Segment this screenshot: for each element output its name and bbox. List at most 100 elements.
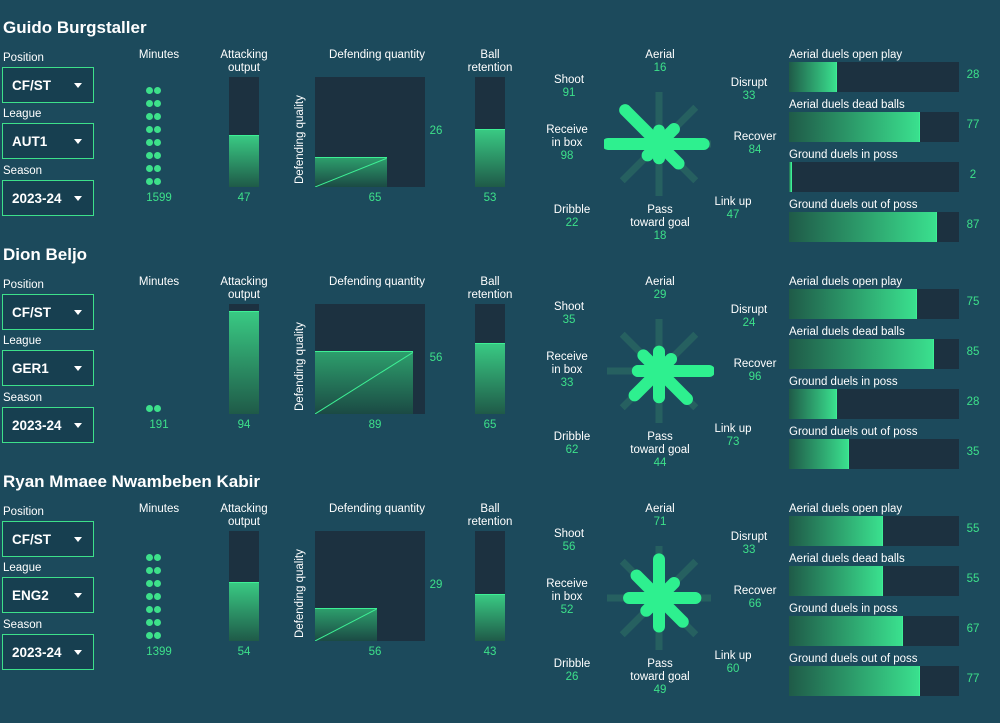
duel-value: 75 [966, 296, 980, 308]
radar-label: toward goal [630, 671, 690, 683]
radar-label: Link up [714, 650, 752, 662]
radar-label: Shoot [553, 301, 585, 313]
duel-label: Aerial duels open play [789, 503, 903, 515]
attacking-header: Attacking output [210, 49, 278, 75]
league-select[interactable]: GER1 [2, 350, 94, 386]
duel-bar [789, 339, 959, 369]
radar-label: toward goal [630, 217, 690, 229]
duel-bar-fill [789, 516, 883, 546]
minute-dot [146, 632, 153, 639]
radar-value: 33 [560, 377, 574, 389]
minute-dot [146, 100, 153, 107]
duel-bar [789, 212, 959, 242]
season-select[interactable]: 2023-24 [2, 634, 94, 670]
ball-retention-bar-fill [475, 128, 505, 187]
radar-value: 24 [742, 317, 756, 329]
duel-bar-fill [789, 666, 920, 696]
radar-value: 96 [748, 371, 762, 383]
radar-center [644, 356, 674, 386]
ball-retention-header: Ball retention [460, 49, 520, 75]
position-select[interactable]: CF/ST [2, 67, 94, 103]
season-value: 2023-24 [12, 417, 62, 433]
duel-value: 85 [966, 346, 980, 358]
radar-label: Dribble [553, 204, 591, 216]
position-select[interactable]: CF/ST [2, 521, 94, 557]
def-square-diagonal [315, 157, 387, 187]
radar-pass: Pass toward goal 18 [625, 204, 695, 243]
radar-chart [607, 319, 714, 423]
duel-label: Ground duels in poss [789, 149, 898, 161]
duel-bar [789, 566, 959, 596]
position-select[interactable]: CF/ST [2, 294, 94, 330]
minute-dot [154, 632, 161, 639]
duel-value: 28 [966, 396, 980, 408]
radar-label: in box [551, 364, 583, 376]
chevron-down-icon [74, 310, 82, 315]
radar-value: 26 [565, 671, 579, 683]
radar-label: Aerial [645, 503, 675, 515]
def-square [315, 77, 425, 187]
radar-value: 33 [742, 90, 756, 102]
radar-label: Aerial [645, 276, 675, 288]
duel-value: 67 [966, 623, 980, 635]
radar-label: Disrupt [730, 531, 768, 543]
radar-aerial: Aerial 16 [635, 49, 685, 75]
attacking-bar [229, 531, 259, 641]
season-select[interactable]: 2023-24 [2, 407, 94, 443]
chevron-down-icon [74, 423, 82, 428]
position-label: Position [3, 52, 44, 64]
def-quality-value: 26 [429, 125, 443, 137]
minute-dot [146, 405, 153, 412]
minutes-header: Minutes [138, 276, 180, 288]
league-select[interactable]: AUT1 [2, 123, 94, 159]
duel-bar-fill [789, 112, 920, 142]
radar-value: 49 [653, 684, 667, 696]
radar-value: 84 [748, 144, 762, 156]
ball-retention-bar [475, 531, 505, 641]
duel-bar-fill [789, 616, 903, 646]
radar-label: Disrupt [730, 304, 768, 316]
minute-dot [154, 152, 161, 159]
radar-chart [607, 546, 711, 650]
radar-chart [604, 92, 711, 196]
position-label: Position [3, 279, 44, 291]
season-value: 2023-24 [12, 644, 62, 660]
duel-bar [789, 616, 959, 646]
duel-bar-fill [789, 212, 937, 242]
duel-value: 55 [966, 523, 980, 535]
chevron-down-icon [74, 139, 82, 144]
radar-value: 47 [726, 209, 740, 221]
attacking-header-line1: Attacking [220, 276, 268, 288]
radar-recover: Recover 96 [728, 358, 782, 384]
duel-value: 55 [966, 573, 980, 585]
duel-value: 28 [966, 69, 980, 81]
minutes-dots [140, 532, 180, 642]
minute-dot [146, 113, 153, 120]
ball-retention-value: 53 [483, 192, 497, 204]
ball-retention-bar [475, 77, 505, 187]
position-value: CF/ST [12, 304, 51, 320]
attacking-header-line1: Attacking [220, 503, 268, 515]
radar-value: 18 [653, 230, 667, 242]
season-select[interactable]: 2023-24 [2, 180, 94, 216]
minute-dot [146, 178, 153, 185]
def-quantity-header: Defending quantity [329, 503, 425, 515]
ball-retention-header: Ball retention [460, 276, 520, 302]
attacking-header-line2: output [228, 516, 260, 528]
duel-label: Ground duels out of poss [789, 426, 918, 438]
duel-bar-fill [789, 162, 793, 192]
minutes-header: Minutes [138, 503, 180, 515]
league-select[interactable]: ENG2 [2, 577, 94, 613]
duel-value: 35 [966, 446, 980, 458]
minutes-value: 1599 [146, 192, 172, 204]
duel-bar [789, 666, 959, 696]
radar-label: Disrupt [730, 77, 768, 89]
minute-dot [146, 139, 153, 146]
league-label: League [3, 108, 42, 120]
radar-value: 73 [726, 436, 740, 448]
minute-dot [154, 405, 161, 412]
duel-bar-fill [789, 339, 934, 369]
minute-dot [154, 87, 161, 94]
league-value: AUT1 [12, 133, 48, 149]
radar-label: Recover [733, 131, 777, 143]
